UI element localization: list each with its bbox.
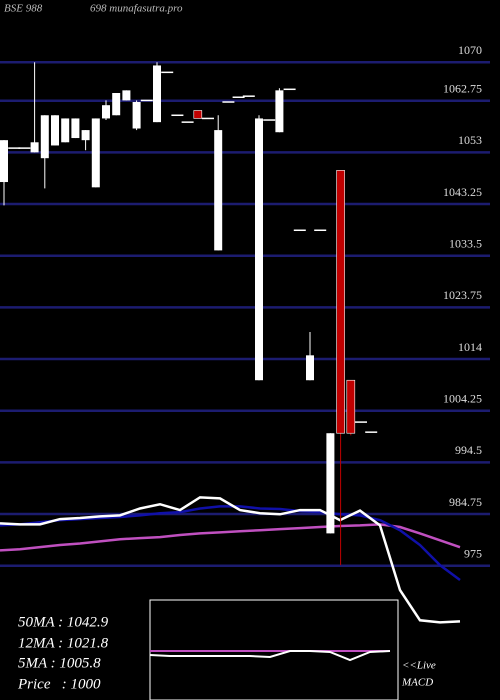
candle-body (91, 118, 100, 188)
candle-body (112, 93, 121, 116)
candle-body (81, 130, 90, 141)
y-tick-label: 1043.25 (443, 185, 482, 199)
candle-body (202, 117, 214, 120)
candle-body (140, 99, 153, 102)
y-tick-label: 984.75 (449, 495, 482, 509)
candle-body (293, 229, 306, 232)
macd (149, 650, 391, 662)
candle-body (242, 95, 255, 97)
y-tick-label: 1023.75 (443, 288, 482, 302)
y-tick-label: 1053 (458, 133, 482, 147)
macd-line (149, 650, 391, 662)
candle-body (275, 90, 284, 133)
chart-title: BSE 988 (4, 3, 43, 15)
candle-body (0, 140, 8, 183)
candle-body (40, 115, 49, 159)
y-tick-label: 1033.5 (449, 236, 482, 250)
ma-label: 5MA : 1005.8 (18, 655, 101, 671)
candle-body (132, 102, 141, 129)
candles (0, 62, 378, 566)
candle-body (222, 101, 235, 103)
grid: 1070 1062.75 1053 1043.25 1033.5 1023.75 1014 1… (0, 43, 490, 567)
y-tick-label: 1014 (458, 340, 482, 354)
ma-line (0, 523, 461, 552)
ma-line (0, 496, 461, 624)
macd-label: MACD (401, 677, 433, 689)
candle-body (314, 229, 327, 232)
y-tick-label: 1070 (458, 43, 482, 57)
candle-body (18, 147, 31, 149)
ma-label: 50MA : 1042.9 (18, 614, 109, 630)
candle-body (153, 65, 161, 123)
candle-body (51, 115, 59, 146)
candle-body (181, 121, 194, 123)
candle-body (61, 118, 70, 143)
ma-lines (0, 496, 461, 624)
candle-body (346, 379, 356, 434)
candle-body (306, 355, 314, 381)
candle-body (102, 105, 110, 119)
candle-body (365, 431, 378, 433)
candle-body (122, 90, 131, 101)
candle-body (263, 119, 276, 121)
candle-body (355, 421, 367, 423)
candle-body (232, 96, 245, 98)
candle-body (336, 170, 345, 434)
macd-label: <<Live (402, 660, 436, 672)
y-tick-label: 975 (464, 546, 482, 560)
candle-body (171, 114, 184, 117)
candle-body (161, 71, 174, 74)
y-tick-label: 1062.75 (443, 81, 482, 95)
ma-label: Price : 1000 (17, 676, 101, 692)
candle-body (214, 130, 223, 251)
y-tick-label: 1004.25 (443, 391, 482, 405)
ma-label: 12MA : 1021.8 (18, 635, 109, 651)
candle-body (30, 142, 39, 153)
candle-body (255, 118, 263, 381)
candle-body (283, 88, 296, 91)
chart-subtitle: 698 munafasutra.pro (90, 3, 183, 15)
candle-body (71, 118, 80, 139)
y-tick-label: 994.5 (455, 443, 482, 457)
candle-body (193, 110, 203, 119)
candle-body (8, 147, 21, 149)
candle-body (326, 433, 335, 534)
